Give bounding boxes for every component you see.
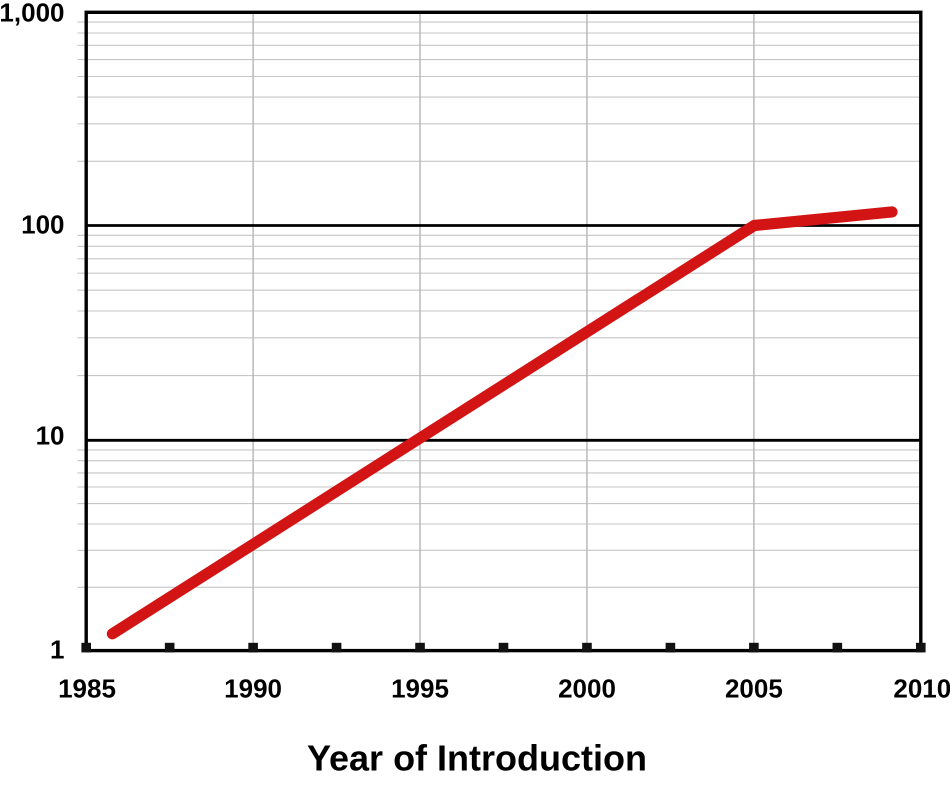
svg-text:Year of Introduction: Year of Introduction [307, 738, 647, 779]
svg-text:10: 10 [36, 421, 65, 451]
svg-text:100: 100 [21, 210, 64, 240]
svg-text:2000: 2000 [558, 674, 616, 704]
svg-text:1985: 1985 [58, 674, 116, 704]
svg-text:1990: 1990 [224, 674, 282, 704]
svg-text:2010: 2010 [893, 674, 950, 704]
svg-text:1,000: 1,000 [0, 0, 65, 27]
svg-text:1: 1 [50, 634, 64, 664]
svg-text:1995: 1995 [391, 674, 449, 704]
svg-text:2005: 2005 [725, 674, 783, 704]
